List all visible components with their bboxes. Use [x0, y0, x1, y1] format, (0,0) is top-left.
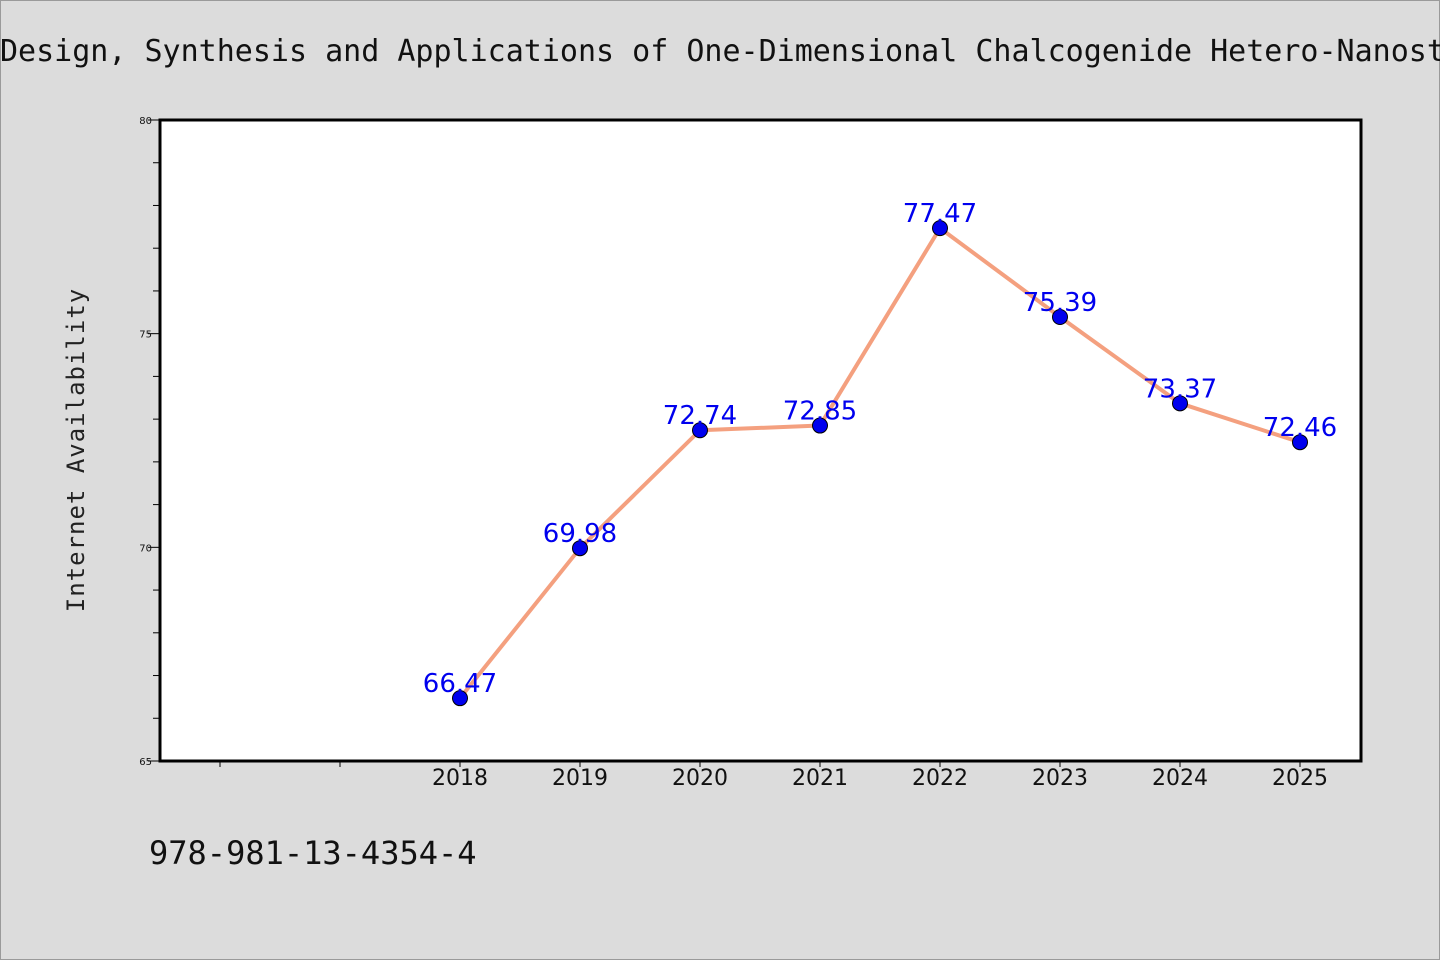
isbn-text: 978-981-13-4354-4: [149, 834, 477, 872]
data-label: 73.37: [1143, 374, 1217, 404]
x-tick-label: 2023: [1032, 766, 1088, 791]
data-label: 75.39: [1023, 288, 1097, 318]
chart-title: Design, Synthesis and Applications of On…: [0, 34, 1440, 69]
y-tick-label: 65: [139, 757, 152, 768]
data-label: 72.46: [1263, 413, 1337, 443]
data-markers: [452, 220, 1308, 707]
data-label: 69.98: [543, 519, 617, 549]
y-axis-title: Internet Availability: [62, 288, 90, 612]
x-axis: 2018 2019 2020 2021 2022 2023 2024 2025: [219, 761, 1328, 791]
x-tick-label: 2022: [912, 766, 968, 791]
data-point: [1172, 395, 1188, 412]
data-labels: 66.47 69.98 72.74 72.85 77.47 75.39 73.37 72.46: [423, 199, 1337, 699]
plot-area: [158, 118, 1363, 763]
data-point: [452, 690, 468, 707]
data-point: [692, 422, 708, 439]
x-tick-label: 2021: [792, 766, 848, 791]
y-axis: 65 70 75 80: [139, 116, 160, 768]
data-label: 66.47: [423, 669, 497, 699]
x-tick-label: 2024: [1152, 766, 1208, 791]
data-point: [1292, 434, 1308, 451]
data-point: [572, 540, 588, 557]
x-tick-label: 2020: [672, 766, 728, 791]
y-tick-label: 80: [139, 116, 152, 127]
data-point: [932, 220, 948, 237]
y-tick-label: 70: [139, 543, 152, 554]
data-point: [1052, 309, 1068, 326]
y-tick-label: 75: [139, 330, 152, 341]
data-point: [812, 417, 828, 434]
data-label: 72.85: [783, 397, 857, 427]
data-label: 72.74: [663, 401, 737, 431]
x-tick-label: 2018: [432, 766, 488, 791]
data-label: 77.47: [903, 199, 977, 229]
series-line: [458, 226, 1301, 700]
x-tick-label: 2025: [1272, 766, 1328, 791]
x-tick-label: 2019: [552, 766, 608, 791]
